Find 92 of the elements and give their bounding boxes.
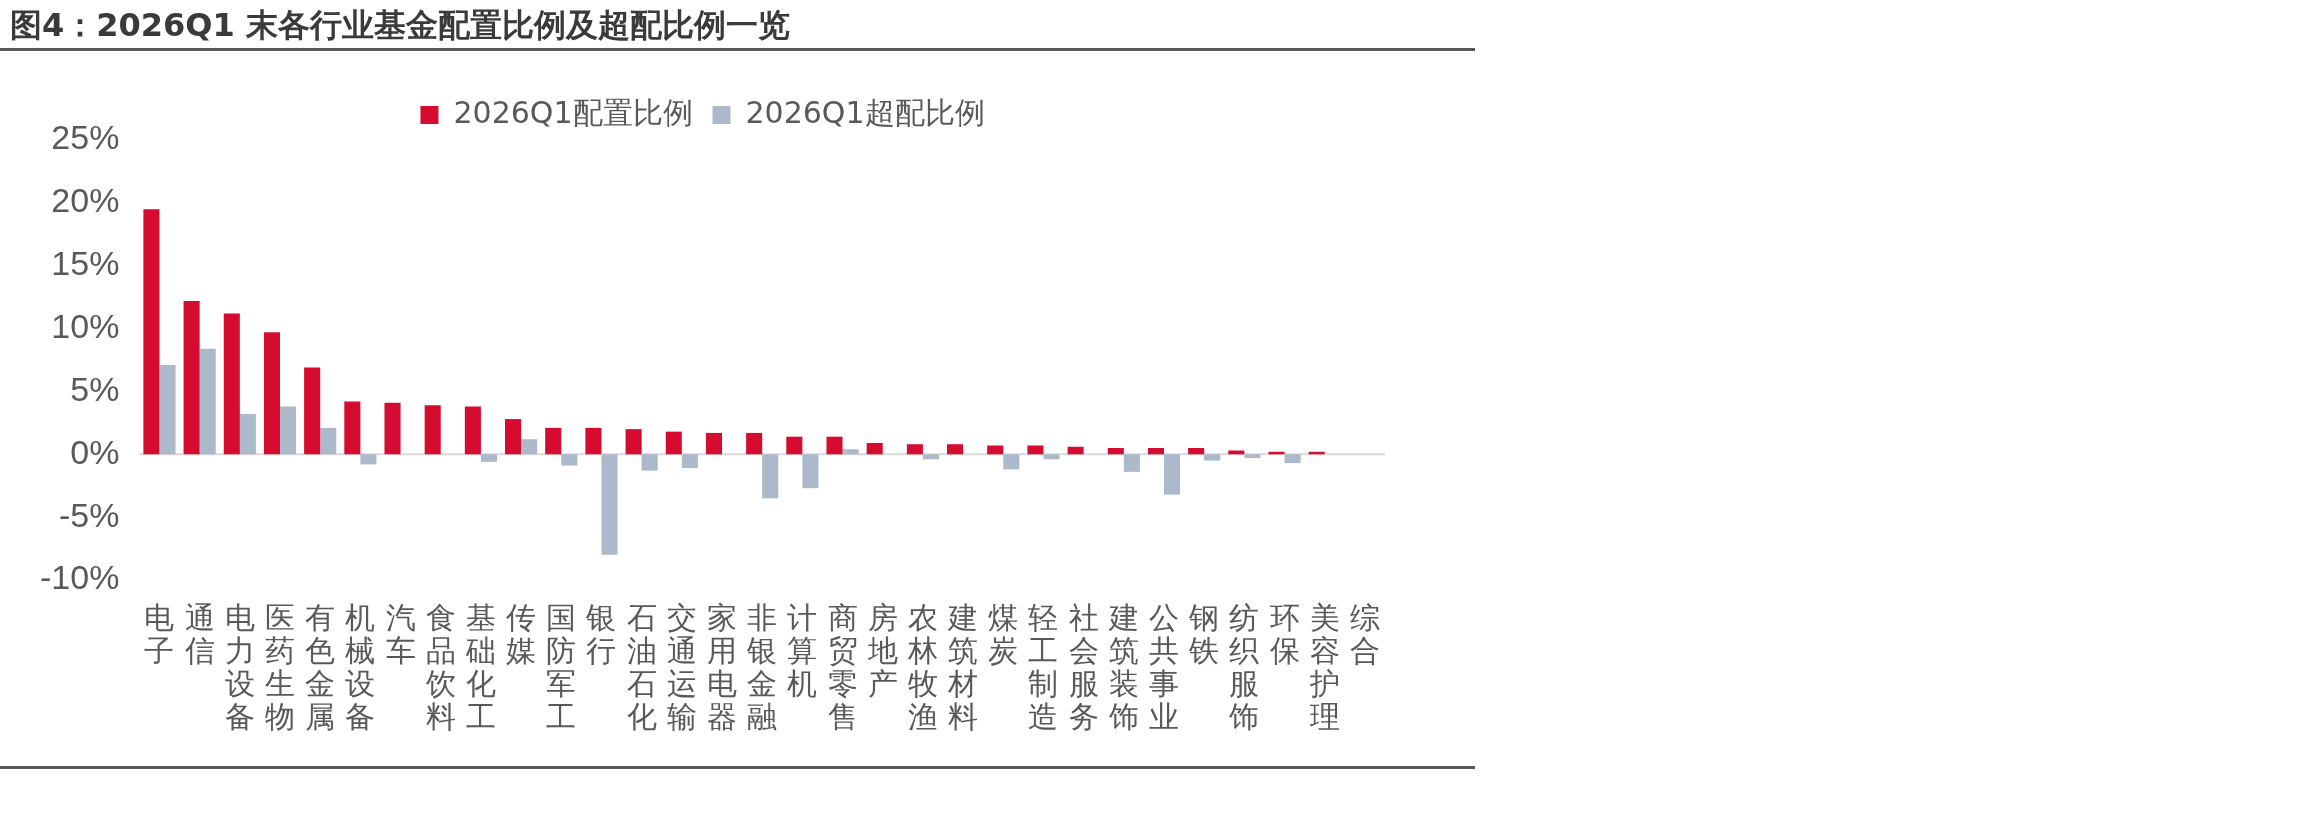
bar <box>987 445 1004 455</box>
bar <box>199 348 216 455</box>
x-tick-label: 汽车 <box>385 600 416 669</box>
y-tick-label: -10% <box>40 558 120 597</box>
bar <box>665 431 682 455</box>
y-tick-label: 20% <box>51 181 120 220</box>
bar <box>1244 454 1261 459</box>
y-tick-label: 10% <box>51 306 120 345</box>
x-tick-label: 传媒 <box>506 600 537 669</box>
x-tick-label: 计算机 <box>787 600 818 702</box>
bar <box>842 449 859 455</box>
bar <box>1147 448 1164 455</box>
y-tick-label: 0% <box>70 432 120 471</box>
x-tick-label: 轻工制造 <box>1028 600 1059 735</box>
x-tick-label: 建筑装饰 <box>1107 600 1139 735</box>
x-tick-label: 机械设备 <box>345 600 376 735</box>
bar <box>239 414 256 455</box>
bar <box>384 402 401 455</box>
bar <box>505 419 522 455</box>
bar <box>545 427 562 455</box>
y-tick-label: 25% <box>51 118 120 157</box>
x-tick-label: 有色金属 <box>305 600 336 735</box>
x-tick-label: 钢铁 <box>1188 600 1220 669</box>
bar <box>1107 448 1124 455</box>
bar <box>521 439 538 455</box>
chart-title: 图4：2026Q1 末各行业基金配置比例及超配比例一览 <box>10 5 790 46</box>
bar <box>762 454 779 499</box>
bar <box>223 313 240 455</box>
x-tick-label: 建筑材料 <box>947 600 979 735</box>
y-tick-label: 15% <box>51 244 120 283</box>
x-tick-label: 美容护理 <box>1308 600 1340 735</box>
x-tick-label: 公共事业 <box>1149 600 1179 735</box>
x-tick-label: 农林牧渔 <box>906 600 938 735</box>
bar <box>304 367 321 455</box>
bar <box>1123 454 1140 472</box>
bar <box>585 427 602 455</box>
bar <box>866 442 883 455</box>
bar <box>1284 454 1301 464</box>
bar <box>183 300 200 455</box>
bar <box>159 365 176 455</box>
bar <box>922 454 939 460</box>
bar <box>1164 454 1181 495</box>
x-tick-label: 社会服务 <box>1068 600 1099 735</box>
y-tick-label: -5% <box>58 495 120 534</box>
bar <box>746 432 763 455</box>
x-tick-label: 国防军工 <box>546 600 577 735</box>
x-tick-label: 交通运输 <box>666 600 697 735</box>
legend-label: 2026Q1配置比例 <box>453 94 693 130</box>
bar <box>464 406 481 455</box>
x-tick-label: 煤炭 <box>988 600 1019 669</box>
bar <box>344 401 361 455</box>
bar <box>280 406 297 455</box>
x-tick-label: 综合 <box>1349 600 1380 669</box>
bar <box>561 454 578 466</box>
x-tick-label: 基础化工 <box>464 600 496 735</box>
bar <box>601 454 618 555</box>
x-tick-label: 电力设备 <box>224 600 255 735</box>
bar <box>906 444 923 455</box>
bar <box>947 444 964 455</box>
x-tick-label: 纺织服饰 <box>1228 600 1260 735</box>
bar <box>1027 445 1044 455</box>
bar <box>641 454 658 471</box>
x-tick-label: 家用电器 <box>707 600 737 735</box>
bar <box>143 209 160 455</box>
x-tick-label: 非银金融 <box>746 600 778 735</box>
bar <box>705 432 722 455</box>
bar <box>424 405 441 455</box>
bar <box>625 429 642 455</box>
x-tick-label: 电子 <box>144 600 175 669</box>
bar <box>802 454 819 489</box>
bar <box>681 454 698 469</box>
x-tick-label: 食品饮料 <box>424 600 456 735</box>
x-tick-label: 房地产 <box>866 600 898 702</box>
bar <box>826 436 843 455</box>
bar <box>1003 454 1020 470</box>
bar <box>1204 454 1221 461</box>
bar <box>263 332 281 455</box>
bar <box>1043 454 1060 460</box>
bar <box>360 454 377 465</box>
bar <box>786 436 803 455</box>
x-tick-label: 通信 <box>184 600 215 669</box>
x-tick-label: 环保 <box>1269 600 1300 669</box>
x-tick-label: 银行 <box>585 600 617 669</box>
bar <box>1188 448 1205 455</box>
x-tick-label: 石油石化 <box>626 600 657 735</box>
y-tick-label: 5% <box>70 369 120 408</box>
x-tick-label: 医药生物 <box>265 600 296 735</box>
bar <box>320 427 337 455</box>
x-tick-label: 商贸零售 <box>827 600 858 735</box>
bar <box>1067 446 1084 455</box>
bar <box>480 454 497 462</box>
legend-label: 2026Q1超配比例 <box>745 94 985 130</box>
